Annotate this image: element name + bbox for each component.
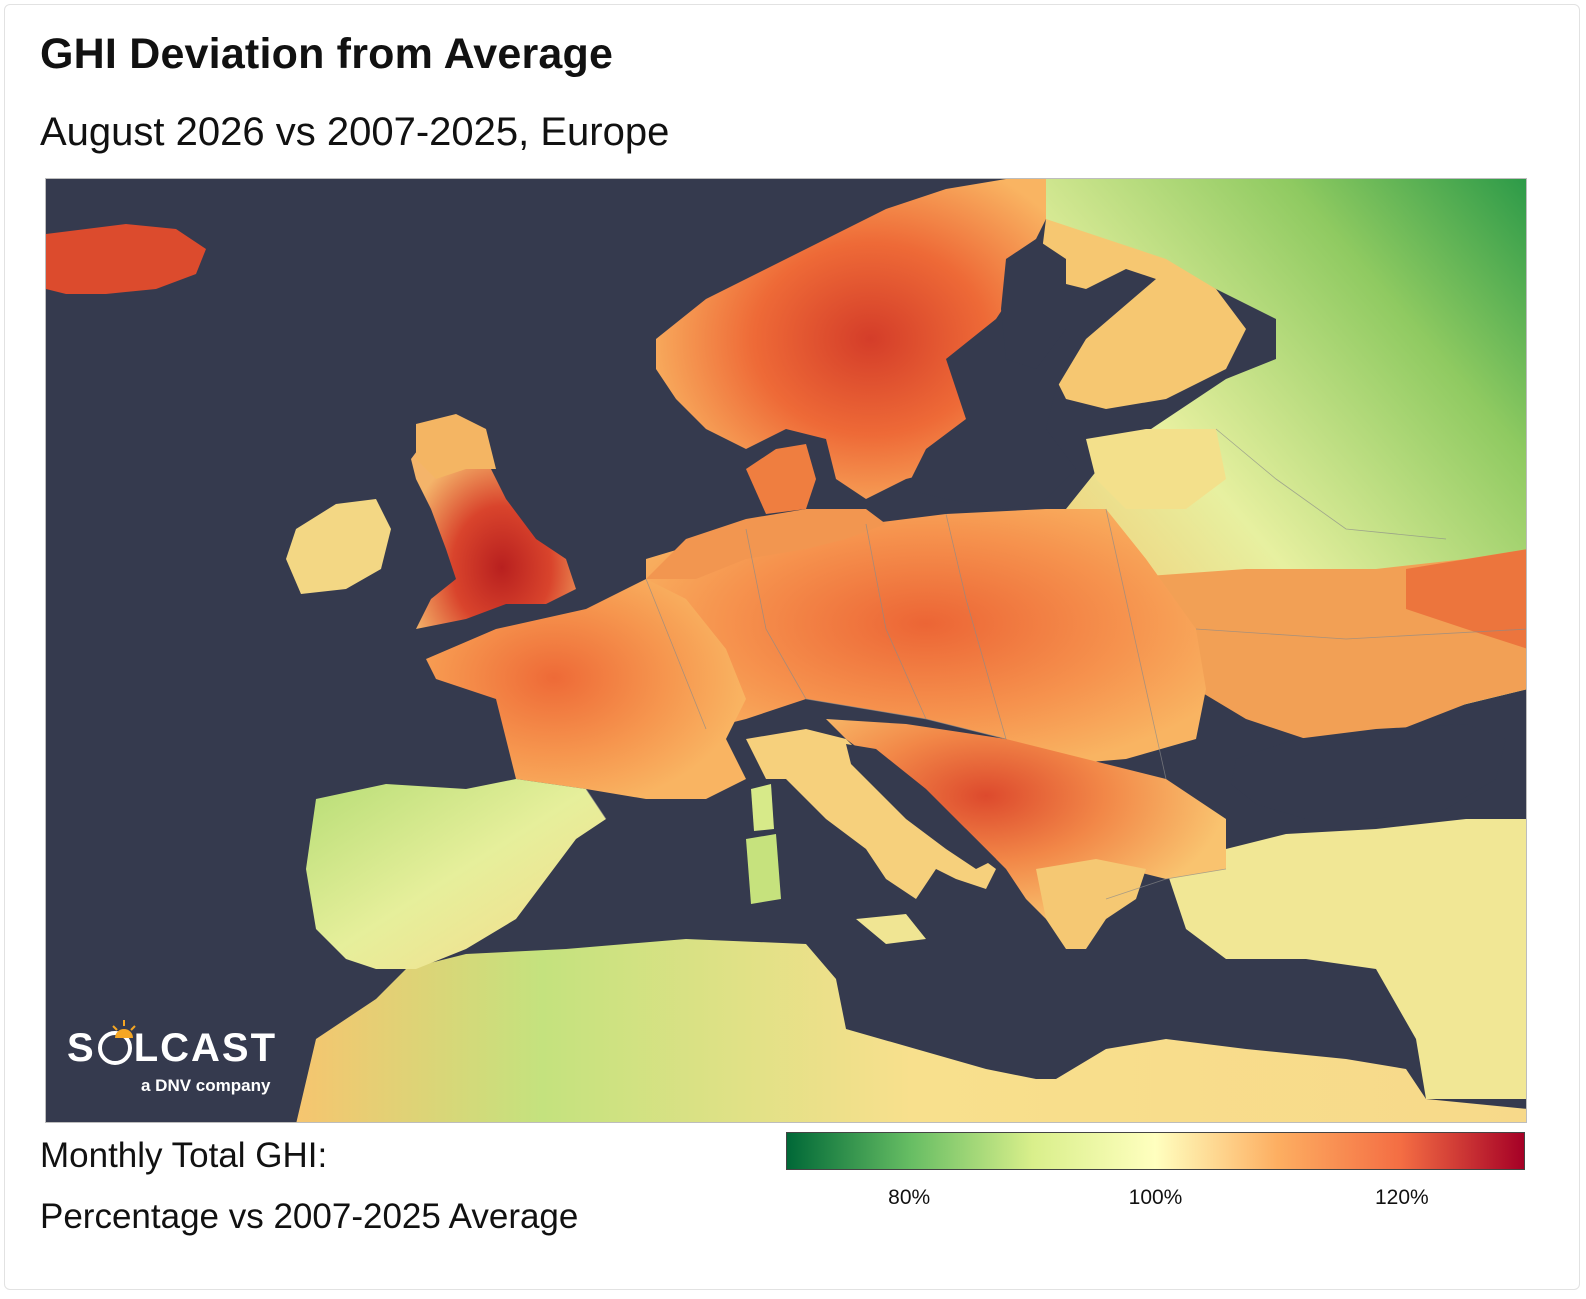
sun-icon: [112, 1020, 136, 1038]
great-britain-land: [411, 424, 576, 629]
denmark-land: [746, 444, 816, 514]
legend-colorbar: [786, 1132, 1525, 1170]
solcast-logo: S LCAST a DNV company: [67, 1012, 277, 1102]
legend-title-line2: Percentage vs 2007-2025 Average: [40, 1197, 579, 1236]
logo-wordmark: S LCAST: [67, 1026, 278, 1070]
ireland-land: [286, 499, 391, 594]
sardinia-land: [746, 834, 781, 904]
legend-title-line1: Monthly Total GHI:: [40, 1136, 328, 1175]
page-subtitle: August 2026 vs 2007-2025, Europe: [40, 110, 670, 154]
scotland-land: [416, 414, 496, 479]
ukraine-hotspot: [1406, 549, 1526, 649]
sicily-land: [856, 914, 926, 944]
adriatic-sea: [846, 744, 996, 869]
baltics-land: [1086, 429, 1226, 509]
black-sea: [1231, 724, 1506, 819]
logo-tagline: a DNV company: [141, 1076, 271, 1095]
map-canvas: [46, 179, 1526, 1122]
legend-tick-label: 120%: [1374, 1186, 1429, 1209]
greece-land: [1036, 859, 1146, 949]
legend-tick-label: 100%: [1128, 1186, 1183, 1209]
finland-land: [1036, 219, 1246, 409]
europe-ghi-map: [45, 178, 1527, 1123]
legend-tick-label: 80%: [888, 1186, 931, 1209]
iberia-land: [306, 779, 606, 969]
country-borders: [585, 428, 1526, 900]
scandinavia-land: [656, 179, 1046, 499]
central-europe-land: [646, 509, 1206, 764]
balkans-land: [826, 719, 1226, 939]
corsica-land: [751, 784, 774, 831]
italy-land: [746, 729, 996, 899]
page-title: GHI Deviation from Average: [40, 30, 614, 78]
turkey-land: [1166, 819, 1526, 1099]
gulf-of-bothnia: [1001, 239, 1066, 369]
north-africa-land: [296, 939, 1526, 1122]
baltic-sea: [906, 269, 1156, 509]
figure-frame: [4, 4, 1580, 1290]
benelux-land: [646, 509, 886, 579]
france-land: [426, 579, 746, 799]
logo-o-glyph: [97, 1031, 132, 1065]
iceland-land: [46, 224, 206, 294]
